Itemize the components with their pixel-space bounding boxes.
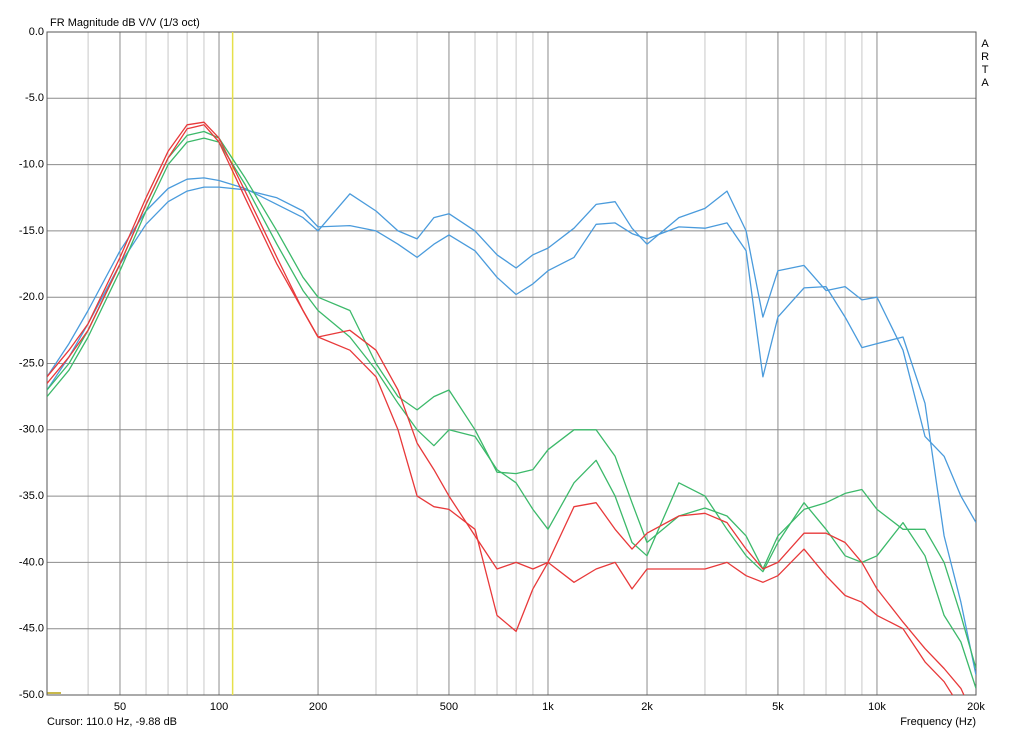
y-tick-label: -25.0 xyxy=(19,357,44,369)
x-tick-label: 200 xyxy=(309,701,327,713)
y-tick-label: -45.0 xyxy=(19,623,44,635)
x-tick-label: 1k xyxy=(542,701,554,713)
y-tick-label: -35.0 xyxy=(19,490,44,502)
y-tick-label: -30.0 xyxy=(19,424,44,436)
x-tick-label: 50 xyxy=(114,701,126,713)
x-axis-label: Frequency (Hz) xyxy=(900,716,976,728)
y-tick-label: -40.0 xyxy=(19,556,44,568)
response-curve xyxy=(47,124,965,695)
response-curve xyxy=(47,137,976,689)
cursor-readout: Cursor: 110.0 Hz, -9.88 dB xyxy=(47,716,177,728)
y-tick-label: -5.0 xyxy=(25,92,44,104)
y-tick-label: -15.0 xyxy=(19,225,44,237)
plot-frame xyxy=(46,31,977,696)
x-tick-label: 100 xyxy=(210,701,228,713)
chart-title: FR Magnitude dB V/V (1/3 oct) xyxy=(50,17,200,29)
x-tick-label: 10k xyxy=(868,701,886,713)
response-curve xyxy=(47,130,976,669)
x-tick-label: 5k xyxy=(772,701,784,713)
response-curve xyxy=(47,121,954,695)
x-tick-label: 500 xyxy=(440,701,458,713)
y-tick-label: -20.0 xyxy=(19,291,44,303)
x-tick-label: 2k xyxy=(641,701,653,713)
y-tick-label: 0.0 xyxy=(29,26,44,38)
watermark: ARTA xyxy=(979,38,991,90)
y-tick-label: -10.0 xyxy=(19,159,44,171)
response-curve xyxy=(47,177,976,523)
y-tick-label: -50.0 xyxy=(19,689,44,701)
plot-area xyxy=(47,121,976,695)
x-tick-label: 20k xyxy=(967,701,985,713)
response-curve xyxy=(47,186,976,676)
